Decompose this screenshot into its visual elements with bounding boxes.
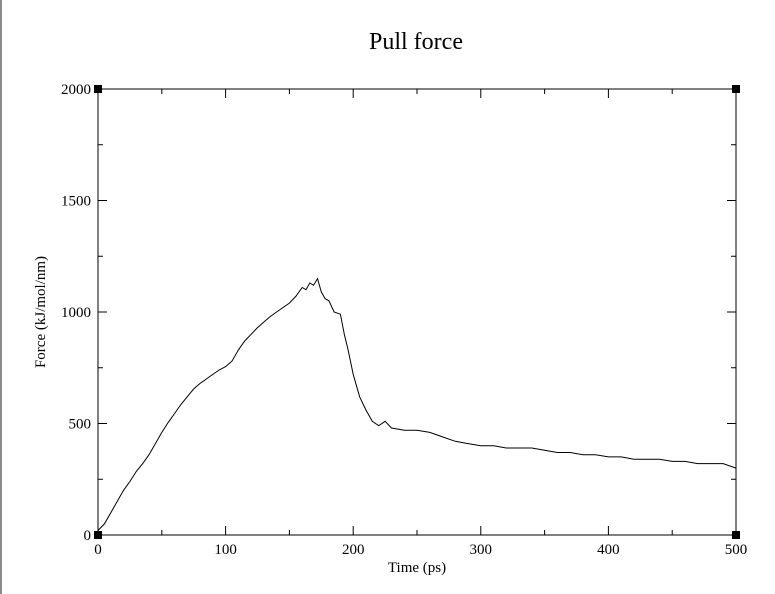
series-line [97,277,737,531]
selection-handles [94,85,740,539]
x-tick-label: 300 [470,542,493,558]
y-tick-label: 500 [69,417,92,433]
y-tick-labels: 0 500 1000 1500 2000 [61,82,91,544]
y-tick-label: 2000 [61,82,91,98]
window-left-edge [0,0,2,594]
x-axis-title: Time (ps) [388,560,446,576]
corner-handle-bottom-right[interactable] [732,531,740,539]
x-tick-label: 100 [214,542,237,558]
corner-handle-top-left[interactable] [94,85,102,93]
y-axis-title: Force (kJ/mol/nm) [33,256,49,368]
x-tick-label: 500 [725,542,748,558]
y-tick-label: 1500 [61,194,91,210]
x-tick-label: 0 [94,542,102,558]
corner-handle-top-right[interactable] [732,85,740,93]
axis-ticks [97,88,737,536]
y-tick-label: 0 [84,528,92,544]
x-tick-label: 400 [597,542,620,558]
x-tick-label: 200 [342,542,365,558]
chart-title: Pull force [369,29,463,55]
x-tick-labels: 0 100 200 300 400 500 [94,542,747,558]
corner-handle-bottom-left[interactable] [94,531,102,539]
y-tick-label: 1000 [61,305,91,321]
plot-frame [97,88,737,536]
